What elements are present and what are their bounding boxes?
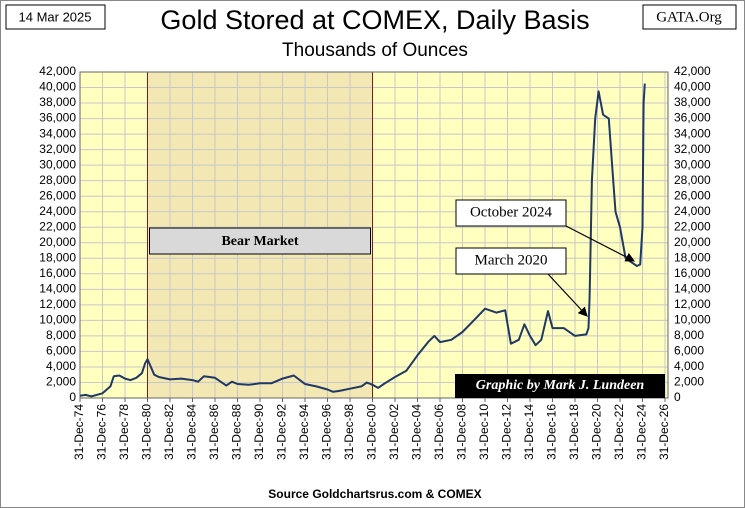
y-tick-label: 18,000 <box>39 250 76 264</box>
y-tick-label: 36,000 <box>39 111 76 125</box>
y-tick-label: 40,000 <box>39 80 76 94</box>
y-tick-label: 14,000 <box>39 282 76 296</box>
y-tick-label: 2,000 <box>46 375 76 389</box>
y2-tick-label: 40,000 <box>674 80 711 94</box>
x-tick-label: 31-Dec-76 <box>95 404 109 460</box>
annotation-arrow <box>565 225 636 262</box>
data-line <box>79 83 646 398</box>
x-tick-label: 31-Dec-78 <box>117 404 131 460</box>
x-tick-label: 31-Dec-80 <box>140 404 154 460</box>
x-tick-label: 31-Dec-10 <box>477 404 491 460</box>
x-tick-label: 31-Dec-98 <box>342 404 356 460</box>
credit: Graphic by Mark J. Lundeen <box>476 378 645 393</box>
y-tick-label: 8,000 <box>46 328 76 342</box>
x-tick-label: 31-Dec-86 <box>207 404 221 460</box>
y-tick-label: 34,000 <box>39 126 76 140</box>
y2-tick-label: 4,000 <box>674 359 704 373</box>
x-tick-label: 31-Dec-02 <box>387 404 401 460</box>
x-tick-label: 31-Dec-14 <box>522 404 536 460</box>
x-tick-label: 31-Dec-08 <box>455 404 469 460</box>
x-tick-label: 31-Dec-22 <box>612 404 626 460</box>
y2-tick-label: 30,000 <box>674 157 711 171</box>
x-tick-label: 31-Dec-20 <box>590 404 604 460</box>
y2-tick-label: 18,000 <box>674 250 711 264</box>
annotation: October 2024 <box>470 204 553 220</box>
bear-market-label: Bear Market <box>221 234 298 249</box>
y2-tick-label: 6,000 <box>674 344 704 358</box>
y-tick-label: 20,000 <box>39 235 76 249</box>
y-tick-label: 30,000 <box>39 157 76 171</box>
chart-subtitle: Thousands of Ounces <box>282 40 468 61</box>
y2-tick-label: 10,000 <box>674 313 711 327</box>
y2-tick-label: 28,000 <box>674 173 711 187</box>
x-tick-label: 31-Dec-26 <box>657 404 671 460</box>
y-tick-label: 22,000 <box>39 219 76 233</box>
x-tick-label: 31-Dec-04 <box>410 404 424 460</box>
x-tick-label: 31-Dec-84 <box>185 404 199 460</box>
y2-tick-label: 38,000 <box>674 95 711 109</box>
y-tick-label: 16,000 <box>39 266 76 280</box>
x-tick-label: 31-Dec-92 <box>275 404 289 460</box>
site-box <box>642 4 737 30</box>
annotation-arrow <box>547 273 588 317</box>
x-tick-label: 31-Dec-16 <box>545 404 559 460</box>
x-tick-label: 31-Dec-24 <box>635 404 649 460</box>
x-tick-label: 31-Dec-94 <box>297 404 311 460</box>
x-tick-label: 31-Dec-06 <box>432 404 446 460</box>
annotation-box <box>455 199 567 227</box>
annotation-box <box>455 247 567 275</box>
y2-tick-label: 36,000 <box>674 111 711 125</box>
credit-box <box>455 374 665 398</box>
x-tick-label: 31-Dec-00 <box>365 404 379 460</box>
y-tick-label: 0 <box>69 390 76 404</box>
y-tick-label: 12,000 <box>39 297 76 311</box>
y-tick-label: 28,000 <box>39 173 76 187</box>
source-note: Source Goldchartsrus.com & COMEX <box>268 487 481 501</box>
x-tick-label: 31-Dec-90 <box>252 404 266 460</box>
y-tick-label: 6,000 <box>46 344 76 358</box>
y2-tick-label: 34,000 <box>674 126 711 140</box>
plot-border <box>79 71 669 399</box>
y-tick-label: 32,000 <box>39 142 76 156</box>
x-tick-label: 31-Dec-96 <box>320 404 334 460</box>
y2-tick-label: 12,000 <box>674 297 711 311</box>
x-tick-label: 31-Dec-12 <box>500 404 514 460</box>
y2-tick-label: 32,000 <box>674 142 711 156</box>
y2-tick-label: 22,000 <box>674 219 711 233</box>
y2-tick-label: 42,000 <box>674 64 711 78</box>
y2-tick-label: 0 <box>674 390 681 404</box>
y-tick-label: 10,000 <box>39 313 76 327</box>
site-label: GATA.Org <box>656 9 722 25</box>
y-tick-label: 38,000 <box>39 95 76 109</box>
date-label: 14 Mar 2025 <box>19 9 92 24</box>
y2-tick-label: 2,000 <box>674 375 704 389</box>
y2-tick-label: 24,000 <box>674 204 711 218</box>
y-tick-label: 24,000 <box>39 204 76 218</box>
y-tick-label: 42,000 <box>39 64 76 78</box>
x-tick-label: 31-Dec-18 <box>567 404 581 460</box>
y-tick-label: 26,000 <box>39 188 76 202</box>
x-tick-label: 31-Dec-74 <box>72 404 86 460</box>
chart-title: Gold Stored at COMEX, Daily Basis <box>160 5 589 35</box>
y2-tick-label: 8,000 <box>674 328 704 342</box>
annotation: March 2020 <box>475 252 548 268</box>
y2-tick-label: 26,000 <box>674 188 711 202</box>
y2-tick-label: 16,000 <box>674 266 711 280</box>
bear-market-box <box>149 227 371 255</box>
x-tick-label: 31-Dec-82 <box>162 404 176 460</box>
date-box <box>5 4 106 30</box>
y2-tick-label: 20,000 <box>674 235 711 249</box>
y2-tick-label: 14,000 <box>674 282 711 296</box>
x-tick-label: 31-Dec-88 <box>230 404 244 460</box>
y-tick-label: 4,000 <box>46 359 76 373</box>
